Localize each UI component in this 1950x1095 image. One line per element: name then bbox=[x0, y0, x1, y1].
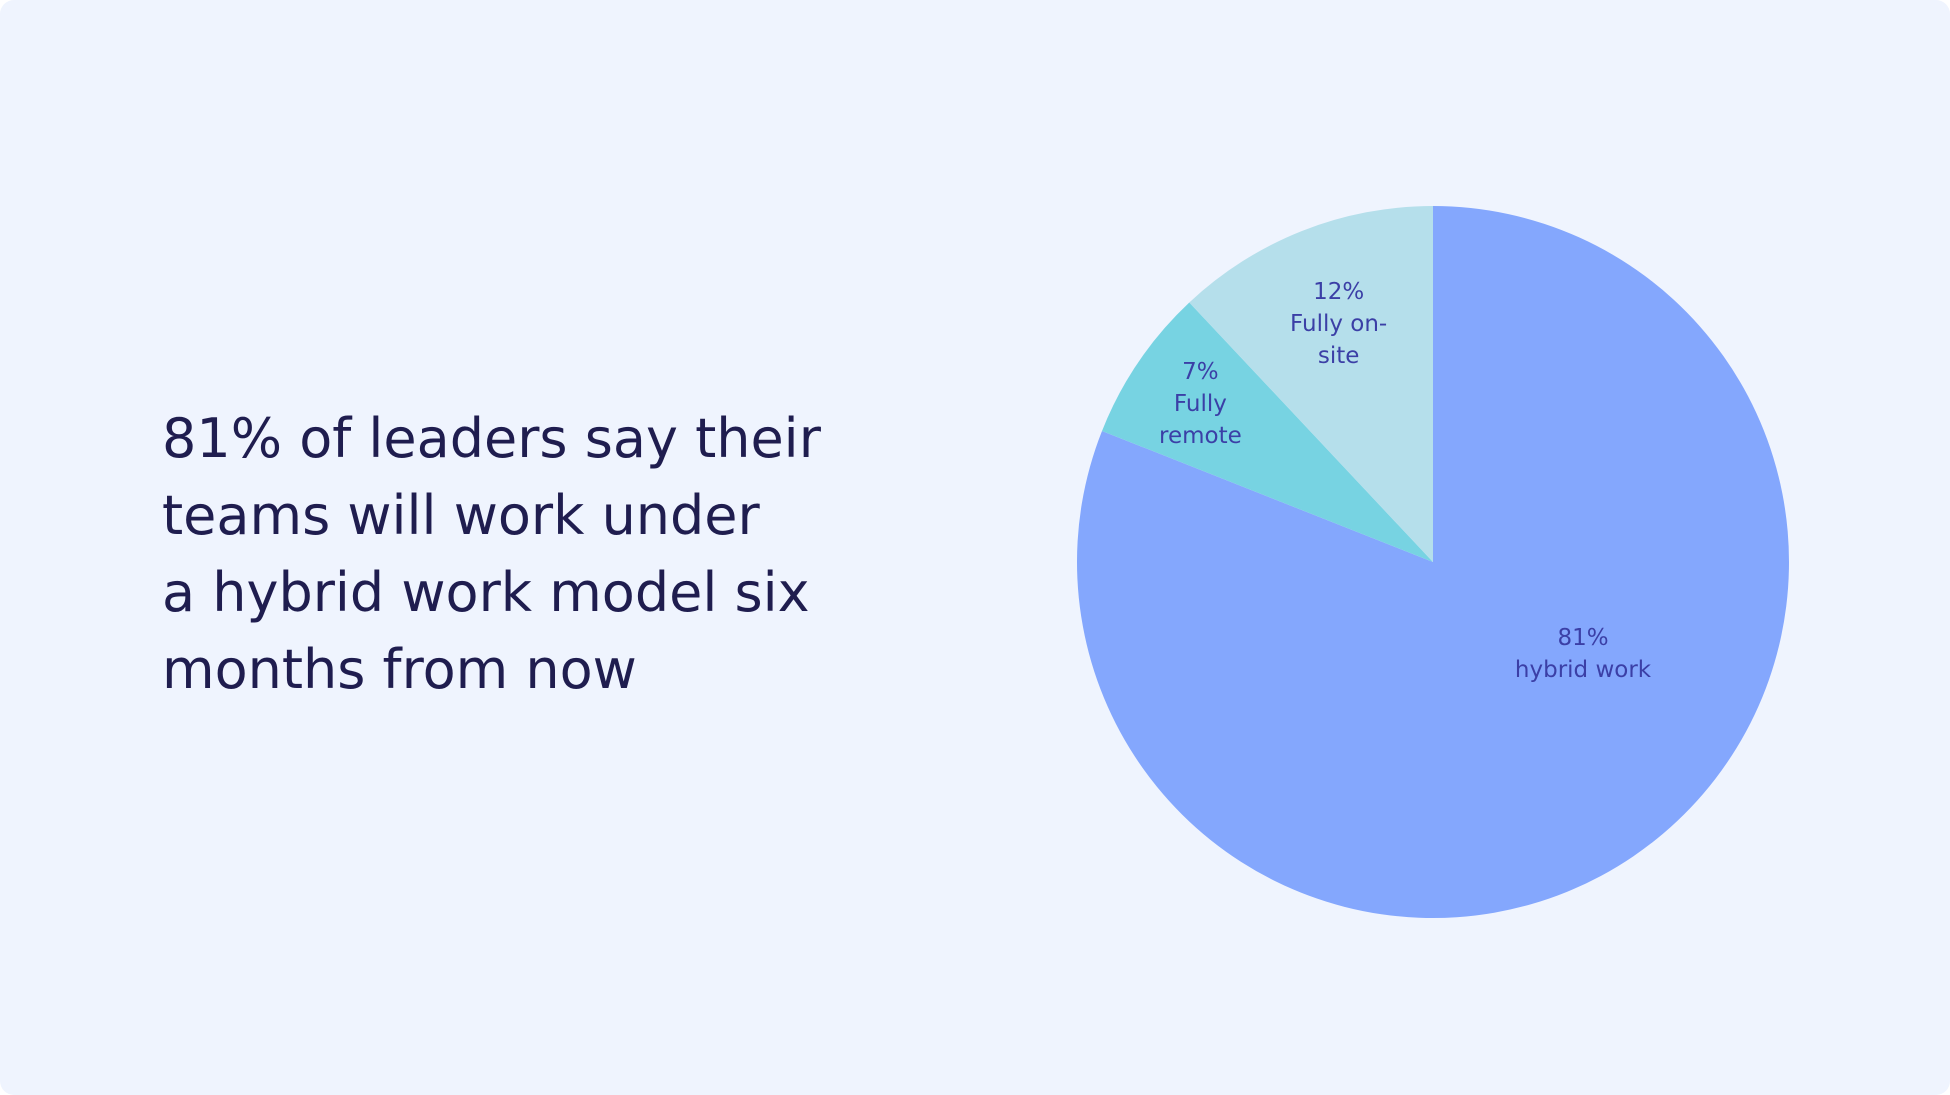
value-label: 81% bbox=[1557, 625, 1609, 652]
pie-slice bbox=[1101, 302, 1433, 562]
chart-title: 81% of leaders say their teams will work… bbox=[162, 407, 821, 701]
category-label: Fully remote bbox=[1159, 390, 1242, 449]
slice-label: 12% Fully on-site bbox=[1284, 276, 1394, 372]
category-label: hybrid work bbox=[1514, 657, 1652, 684]
value-label: 7% bbox=[1182, 358, 1219, 385]
slice-label: 7% Fully remote bbox=[1150, 356, 1250, 452]
slice-label: 81% hybrid work bbox=[1483, 622, 1683, 686]
category-label: Fully on-site bbox=[1290, 310, 1388, 369]
value-label: 12% bbox=[1313, 278, 1365, 305]
pie-slice bbox=[1189, 206, 1433, 562]
